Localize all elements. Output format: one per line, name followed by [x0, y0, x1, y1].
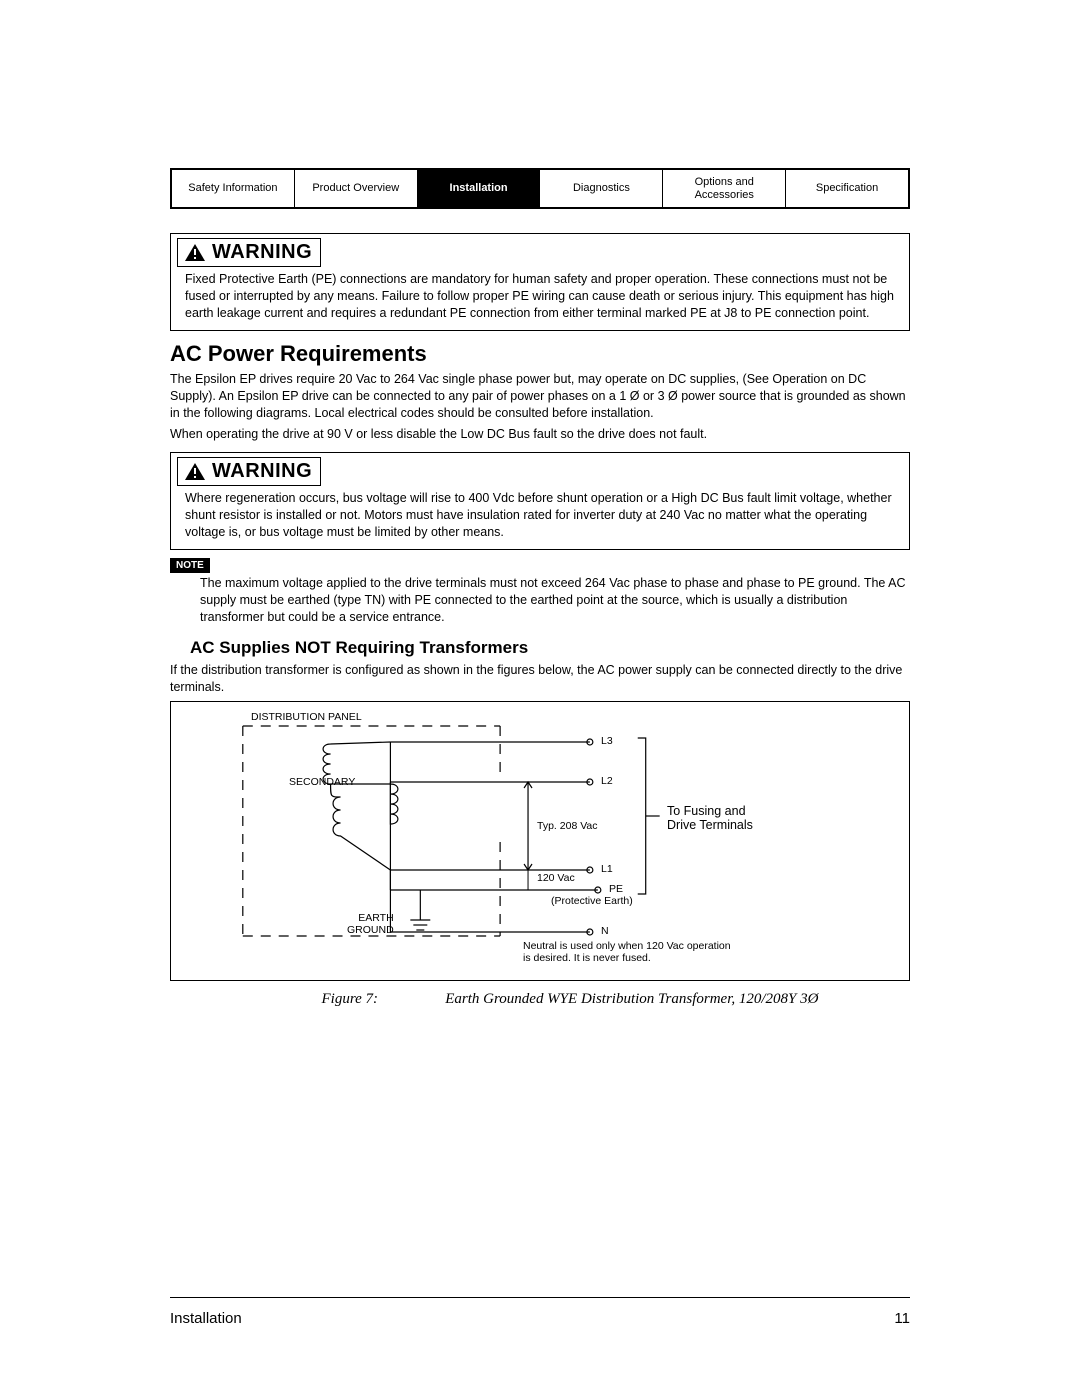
warning-triangle-icon: [184, 243, 206, 262]
label-pe: PE: [609, 883, 623, 895]
tab-safety[interactable]: Safety Information: [172, 170, 295, 207]
label-l1: L1: [601, 863, 613, 875]
figure-7-box: DISTRIBUTION PANEL SECONDARY Typ. 208 Va…: [170, 701, 910, 981]
warning-title-1: WARNING: [212, 241, 312, 264]
footer-page-number: 11: [894, 1310, 910, 1327]
note-label: NOTE: [170, 558, 210, 573]
label-120vac: 120 Vac: [537, 872, 575, 884]
heading-ac-supplies: AC Supplies NOT Requiring Transformers: [190, 638, 910, 658]
para-ac-power-2: When operating the drive at 90 V or less…: [170, 426, 910, 443]
label-typ208: Typ. 208 Vac: [537, 820, 598, 832]
note-body: The maximum voltage applied to the drive…: [170, 573, 910, 628]
warning-box-1: WARNING Fixed Protective Earth (PE) conn…: [170, 233, 910, 331]
wye-transformer-diagram: [171, 702, 909, 980]
footer-rule: [170, 1297, 910, 1298]
warning-body-1: Fixed Protective Earth (PE) connections …: [171, 271, 909, 322]
tab-bar: Safety Information Product Overview Inst…: [170, 168, 910, 209]
page-footer: Installation 11: [170, 1297, 910, 1327]
label-to-fusing: To Fusing and Drive Terminals: [667, 804, 753, 832]
note-block: NOTE The maximum voltage applied to the …: [170, 550, 910, 628]
warning-title-2: WARNING: [212, 460, 312, 483]
label-l3: L3: [601, 735, 613, 747]
warning-header-2: WARNING: [177, 457, 321, 486]
tab-diagnostics[interactable]: Diagnostics: [540, 170, 663, 207]
page: Safety Information Product Overview Inst…: [0, 0, 1080, 1397]
label-dist-panel: DISTRIBUTION PANEL: [251, 711, 362, 723]
tab-installation[interactable]: Installation: [418, 170, 541, 207]
label-neutral-note: Neutral is used only when 120 Vac operat…: [523, 940, 731, 964]
warning-triangle-icon: [184, 462, 206, 481]
warning-header-1: WARNING: [177, 238, 321, 267]
footer-section: Installation: [170, 1310, 242, 1327]
label-protective-earth: (Protective Earth): [551, 895, 633, 907]
tab-specification[interactable]: Specification: [786, 170, 908, 207]
label-earth-ground: EARTH GROUND: [347, 912, 394, 936]
figure-number: Figure 7:: [322, 991, 442, 1008]
label-n: N: [601, 925, 609, 937]
warning-box-2: WARNING Where regeneration occurs, bus v…: [170, 452, 910, 550]
tab-options[interactable]: Options and Accessories: [663, 170, 786, 207]
heading-ac-power: AC Power Requirements: [170, 341, 910, 367]
para-ac-power-1: The Epsilon EP drives require 20 Vac to …: [170, 371, 910, 422]
label-secondary: SECONDARY: [289, 776, 355, 788]
label-l2: L2: [601, 775, 613, 787]
para-ac-supplies: If the distribution transformer is confi…: [170, 662, 910, 696]
figure-7-caption: Figure 7: Earth Grounded WYE Distributio…: [170, 991, 910, 1008]
tab-product-overview[interactable]: Product Overview: [295, 170, 418, 207]
figure-title: Earth Grounded WYE Distribution Transfor…: [445, 991, 818, 1007]
warning-body-2: Where regeneration occurs, bus voltage w…: [171, 490, 909, 541]
